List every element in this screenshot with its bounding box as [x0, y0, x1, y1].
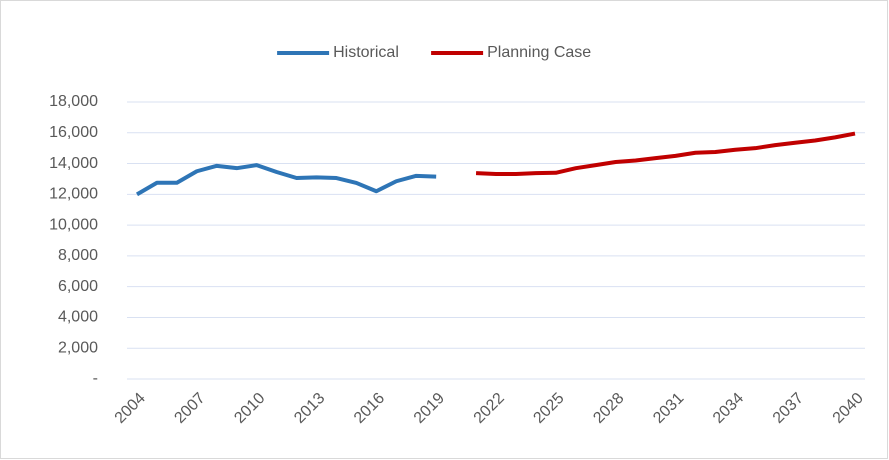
y-tick-label: -: [93, 370, 98, 387]
y-tick-label: 4,000: [58, 309, 98, 326]
y-tick-label: 14,000: [49, 155, 98, 172]
legend-label: Planning Case: [487, 44, 591, 61]
legend-label: Historical: [333, 44, 399, 61]
y-tick-label: 16,000: [49, 124, 98, 141]
data-line: [475, 131, 856, 177]
y-tick-label: 8,000: [58, 247, 98, 264]
legend: Historical Planning Case: [277, 44, 591, 61]
y-tick-label: 18,000: [49, 93, 98, 110]
y-tick-label: 2,000: [58, 339, 98, 356]
y-tick-label: 12,000: [49, 186, 98, 203]
y-tick-label: 6,000: [58, 278, 98, 295]
y-tick-label: 10,000: [49, 216, 98, 233]
data-line: [135, 163, 437, 197]
